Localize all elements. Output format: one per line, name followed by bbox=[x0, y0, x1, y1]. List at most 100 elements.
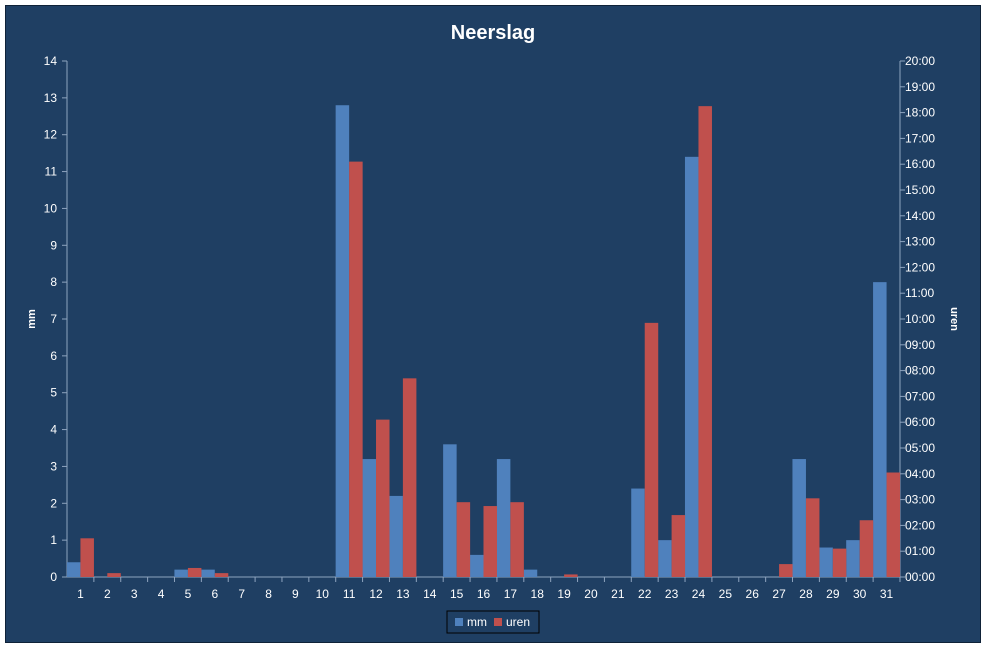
y-left-tick-label: 14 bbox=[44, 54, 58, 68]
bar-mm bbox=[174, 569, 188, 577]
bar-mm bbox=[846, 540, 860, 577]
bar-uren bbox=[376, 419, 390, 577]
bar-uren bbox=[456, 502, 471, 577]
bar-mm bbox=[389, 495, 403, 577]
bar-mm bbox=[658, 540, 672, 577]
bar-uren bbox=[805, 498, 820, 577]
bar-mm bbox=[819, 547, 833, 577]
y-left-tick-label: 4 bbox=[50, 423, 57, 437]
y-right-tick-label: 13:00 bbox=[905, 235, 935, 249]
x-tick-label: 27 bbox=[772, 587, 786, 601]
y-left-tick-label: 10 bbox=[44, 201, 58, 215]
y-left-tick-label: 3 bbox=[50, 459, 57, 473]
x-tick-label: 31 bbox=[880, 587, 894, 601]
y-right-tick-label: 03:00 bbox=[905, 493, 935, 507]
bar-uren bbox=[107, 573, 121, 577]
bar-uren bbox=[349, 161, 363, 577]
x-tick-label: 24 bbox=[692, 587, 706, 601]
x-tick-label: 7 bbox=[238, 587, 245, 601]
bar-mm bbox=[66, 562, 81, 577]
x-tick-label: 30 bbox=[853, 587, 867, 601]
y-right-tick-label: 20:00 bbox=[905, 54, 935, 68]
legend-box bbox=[446, 610, 540, 634]
bar-mm bbox=[523, 569, 538, 577]
y-right-tick-label: 16:00 bbox=[905, 157, 935, 171]
y-right-tick-label: 07:00 bbox=[905, 389, 935, 403]
y-right-tick-label: 10:00 bbox=[905, 312, 935, 326]
bar-mm bbox=[470, 554, 484, 577]
x-tick-label: 26 bbox=[746, 587, 760, 601]
x-tick-label: 21 bbox=[611, 587, 625, 601]
y-left-tick-label: 8 bbox=[50, 275, 57, 289]
bar-uren bbox=[644, 322, 659, 577]
plot-area: 0123456789101112131400:0001:0002:0003:00… bbox=[44, 54, 936, 601]
y-left-tick-label: 1 bbox=[50, 533, 57, 547]
y-right-tick-label: 19:00 bbox=[905, 80, 935, 94]
bar-uren bbox=[402, 378, 417, 577]
y-left-tick-label: 5 bbox=[50, 386, 57, 400]
bar-uren bbox=[214, 573, 229, 577]
bar-mm bbox=[631, 488, 645, 577]
legend-label-mm: mm bbox=[467, 615, 487, 629]
legend-swatch-mm bbox=[455, 618, 463, 626]
y-left-tick-label: 13 bbox=[44, 91, 58, 105]
x-tick-label: 10 bbox=[316, 587, 330, 601]
x-tick-label: 23 bbox=[665, 587, 679, 601]
bar-mm bbox=[362, 459, 377, 577]
x-tick-label: 22 bbox=[638, 587, 652, 601]
bar-uren bbox=[510, 502, 524, 577]
x-tick-label: 13 bbox=[396, 587, 410, 601]
y-right-axis-title: uren bbox=[948, 307, 960, 331]
y-right-tick-label: 15:00 bbox=[905, 183, 935, 197]
y-right-tick-label: 17:00 bbox=[905, 131, 935, 145]
y-left-tick-label: 0 bbox=[50, 570, 57, 584]
x-tick-label: 17 bbox=[504, 587, 518, 601]
y-right-tick-label: 14:00 bbox=[905, 209, 935, 223]
x-tick-label: 12 bbox=[369, 587, 383, 601]
y-left-tick-label: 6 bbox=[50, 349, 57, 363]
x-tick-label: 8 bbox=[265, 587, 272, 601]
x-tick-label: 29 bbox=[826, 587, 840, 601]
bar-mm bbox=[201, 569, 215, 577]
x-tick-label: 9 bbox=[292, 587, 299, 601]
x-tick-label: 4 bbox=[158, 587, 165, 601]
x-tick-label: 1 bbox=[77, 587, 84, 601]
x-tick-label: 28 bbox=[799, 587, 813, 601]
y-right-tick-label: 00:00 bbox=[905, 570, 935, 584]
bar-uren bbox=[886, 472, 901, 577]
bar-mm bbox=[443, 444, 457, 577]
y-right-tick-label: 08:00 bbox=[905, 364, 935, 378]
legend-swatch-uren bbox=[494, 618, 502, 626]
bar-uren bbox=[779, 564, 793, 577]
y-right-tick-label: 12:00 bbox=[905, 260, 935, 274]
y-right-tick-label: 01:00 bbox=[905, 544, 935, 558]
y-right-tick-label: 18:00 bbox=[905, 106, 935, 120]
bar-uren bbox=[698, 106, 712, 578]
bar-mm bbox=[496, 459, 511, 577]
bar-uren bbox=[859, 520, 874, 577]
bar-mm bbox=[684, 156, 699, 578]
y-left-axis-title: mm bbox=[26, 309, 38, 329]
y-left-tick-label: 2 bbox=[50, 496, 57, 510]
x-tick-label: 11 bbox=[343, 587, 356, 601]
bar-mm bbox=[792, 459, 806, 577]
y-right-tick-label: 06:00 bbox=[905, 415, 935, 429]
y-right-tick-label: 11:00 bbox=[905, 286, 934, 300]
y-left-tick-label: 7 bbox=[50, 312, 57, 326]
y-left-tick-label: 12 bbox=[44, 128, 58, 142]
bar-uren bbox=[671, 515, 686, 577]
chart-title: Neerslag bbox=[451, 22, 536, 44]
bar-uren bbox=[187, 567, 202, 577]
x-tick-label: 2 bbox=[104, 587, 111, 601]
x-tick-label: 18 bbox=[531, 587, 545, 601]
y-left-tick-label: 9 bbox=[50, 238, 57, 252]
x-tick-label: 5 bbox=[185, 587, 192, 601]
bar-uren bbox=[832, 548, 847, 577]
bar-mm bbox=[335, 105, 350, 577]
bar-uren bbox=[483, 506, 497, 577]
bar-mm bbox=[873, 282, 887, 577]
y-right-tick-label: 09:00 bbox=[905, 338, 935, 352]
bar-uren bbox=[564, 574, 578, 577]
x-tick-label: 16 bbox=[477, 587, 491, 601]
